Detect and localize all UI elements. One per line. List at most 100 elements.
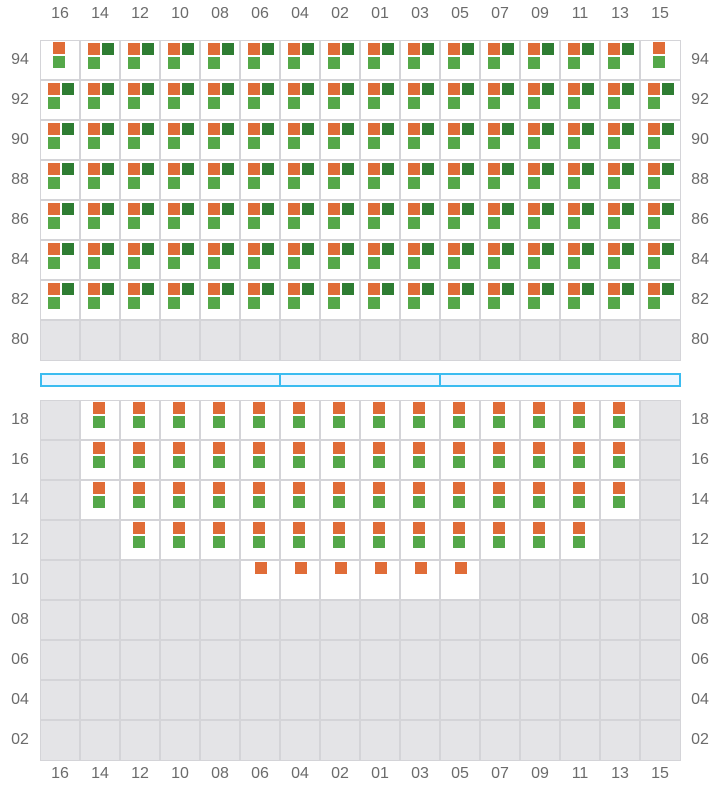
seat[interactable]: [400, 520, 440, 560]
seat[interactable]: [560, 520, 600, 560]
seat[interactable]: [520, 520, 560, 560]
seat[interactable]: [600, 240, 640, 280]
seat[interactable]: [280, 120, 320, 160]
seat[interactable]: [40, 120, 80, 160]
seat[interactable]: [200, 280, 240, 320]
seat[interactable]: [80, 280, 120, 320]
seat[interactable]: [160, 400, 200, 440]
seat[interactable]: [80, 200, 120, 240]
seat[interactable]: [400, 240, 440, 280]
seat[interactable]: [520, 440, 560, 480]
seat[interactable]: [600, 120, 640, 160]
seat[interactable]: [320, 80, 360, 120]
seat[interactable]: [520, 480, 560, 520]
seat[interactable]: [600, 160, 640, 200]
seat[interactable]: [480, 400, 520, 440]
seat[interactable]: [240, 40, 280, 80]
seat[interactable]: [400, 200, 440, 240]
seat[interactable]: [480, 160, 520, 200]
seat[interactable]: [40, 240, 80, 280]
seat[interactable]: [320, 40, 360, 80]
seat[interactable]: [480, 200, 520, 240]
seat[interactable]: [160, 120, 200, 160]
seat[interactable]: [440, 440, 480, 480]
seat[interactable]: [320, 480, 360, 520]
seat[interactable]: [200, 400, 240, 440]
seat[interactable]: [440, 200, 480, 240]
seat[interactable]: [320, 400, 360, 440]
seat[interactable]: [320, 120, 360, 160]
seat[interactable]: [560, 120, 600, 160]
seat[interactable]: [360, 200, 400, 240]
seat[interactable]: [480, 480, 520, 520]
seat[interactable]: [640, 40, 681, 80]
seat[interactable]: [480, 40, 520, 80]
seat[interactable]: [480, 240, 520, 280]
seat[interactable]: [440, 560, 480, 600]
seat[interactable]: [640, 200, 681, 240]
seat[interactable]: [240, 280, 280, 320]
seat[interactable]: [160, 480, 200, 520]
seat[interactable]: [120, 520, 160, 560]
seat[interactable]: [560, 400, 600, 440]
seat[interactable]: [440, 480, 480, 520]
seat[interactable]: [120, 80, 160, 120]
seat[interactable]: [440, 520, 480, 560]
seat[interactable]: [400, 560, 440, 600]
seat[interactable]: [440, 80, 480, 120]
seat[interactable]: [280, 200, 320, 240]
seat[interactable]: [120, 440, 160, 480]
seat[interactable]: [240, 80, 280, 120]
seat[interactable]: [520, 200, 560, 240]
seat[interactable]: [480, 120, 520, 160]
seat[interactable]: [80, 40, 120, 80]
seat[interactable]: [240, 120, 280, 160]
seat[interactable]: [240, 440, 280, 480]
seat[interactable]: [320, 160, 360, 200]
seat[interactable]: [560, 80, 600, 120]
seat[interactable]: [600, 440, 640, 480]
seat[interactable]: [120, 40, 160, 80]
seat[interactable]: [520, 40, 560, 80]
seat[interactable]: [520, 120, 560, 160]
seat[interactable]: [600, 200, 640, 240]
seat[interactable]: [200, 40, 240, 80]
seat[interactable]: [480, 280, 520, 320]
seat[interactable]: [320, 440, 360, 480]
seat[interactable]: [200, 480, 240, 520]
seat[interactable]: [560, 200, 600, 240]
seat[interactable]: [40, 200, 80, 240]
seat[interactable]: [160, 200, 200, 240]
seat[interactable]: [240, 560, 280, 600]
seat[interactable]: [320, 240, 360, 280]
seat[interactable]: [520, 80, 560, 120]
seat[interactable]: [520, 240, 560, 280]
seat[interactable]: [360, 560, 400, 600]
seat[interactable]: [240, 160, 280, 200]
seat[interactable]: [520, 280, 560, 320]
seat[interactable]: [280, 240, 320, 280]
seat[interactable]: [120, 400, 160, 440]
seat[interactable]: [120, 280, 160, 320]
seat[interactable]: [280, 280, 320, 320]
seat[interactable]: [40, 280, 80, 320]
seat[interactable]: [240, 400, 280, 440]
seat[interactable]: [280, 440, 320, 480]
seat[interactable]: [440, 240, 480, 280]
seat[interactable]: [400, 400, 440, 440]
seat[interactable]: [600, 480, 640, 520]
seat[interactable]: [560, 280, 600, 320]
seat[interactable]: [240, 240, 280, 280]
seat[interactable]: [560, 160, 600, 200]
seat[interactable]: [280, 560, 320, 600]
seat[interactable]: [400, 80, 440, 120]
seat[interactable]: [360, 240, 400, 280]
seat[interactable]: [80, 400, 120, 440]
seat[interactable]: [560, 40, 600, 80]
seat[interactable]: [160, 440, 200, 480]
seat[interactable]: [600, 40, 640, 80]
seat[interactable]: [480, 80, 520, 120]
seat[interactable]: [640, 160, 681, 200]
seat[interactable]: [320, 280, 360, 320]
seat[interactable]: [360, 480, 400, 520]
